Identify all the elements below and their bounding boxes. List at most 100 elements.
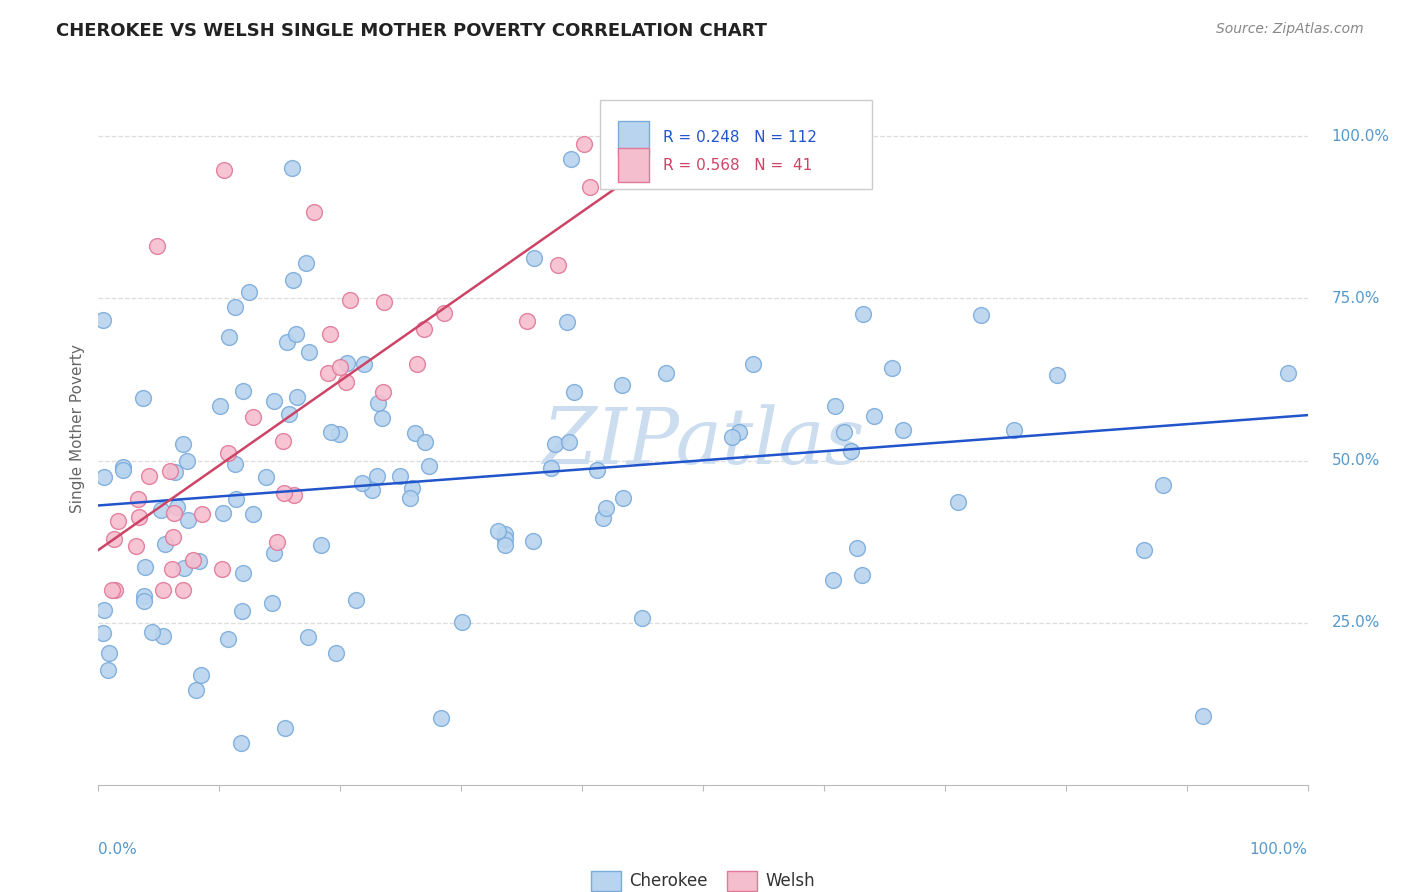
- Point: [104, 583, 127, 598]
- Point: [231, 736, 253, 750]
- Point: [284, 327, 307, 342]
- Point: [149, 502, 172, 516]
- Point: [486, 524, 509, 538]
- Text: 75.0%: 75.0%: [1331, 291, 1381, 306]
- Point: [191, 508, 214, 522]
- Point: [946, 495, 969, 509]
- Point: [721, 429, 744, 443]
- Point: [153, 537, 176, 551]
- Point: [325, 646, 347, 660]
- Point: [335, 376, 357, 390]
- Point: [494, 526, 516, 541]
- Text: Source: ZipAtlas.com: Source: ZipAtlas.com: [1216, 22, 1364, 37]
- Point: [177, 513, 200, 527]
- Point: [1277, 366, 1299, 380]
- Point: [612, 377, 634, 392]
- Point: [172, 583, 194, 598]
- Point: [371, 385, 394, 400]
- Text: 0.0%: 0.0%: [98, 842, 138, 857]
- Point: [278, 408, 301, 422]
- Point: [852, 307, 875, 321]
- Point: [1132, 543, 1154, 558]
- Point: [173, 561, 195, 575]
- Point: [592, 510, 614, 524]
- Point: [406, 357, 429, 371]
- Point: [295, 256, 318, 270]
- Point: [273, 486, 295, 500]
- Point: [336, 356, 359, 370]
- Point: [846, 541, 869, 555]
- Point: [274, 721, 297, 735]
- Point: [572, 136, 595, 151]
- Point: [263, 546, 285, 560]
- Point: [891, 423, 914, 437]
- Point: [276, 335, 298, 350]
- Point: [540, 460, 562, 475]
- Point: [297, 630, 319, 644]
- Point: [298, 345, 321, 359]
- Point: [138, 468, 160, 483]
- Point: [630, 611, 652, 625]
- Point: [218, 330, 240, 344]
- Point: [432, 306, 454, 320]
- Text: CHEROKEE VS WELSH SINGLE MOTHER POVERTY CORRELATION CHART: CHEROKEE VS WELSH SINGLE MOTHER POVERTY …: [56, 22, 768, 40]
- Point: [254, 470, 277, 484]
- Point: [353, 357, 375, 371]
- Point: [209, 399, 232, 413]
- Point: [1192, 708, 1215, 723]
- Text: 25.0%: 25.0%: [1331, 615, 1381, 631]
- Point: [494, 538, 516, 552]
- Point: [211, 562, 233, 576]
- Point: [344, 592, 367, 607]
- Point: [516, 314, 538, 328]
- Point: [262, 596, 284, 610]
- Point: [367, 395, 389, 409]
- Point: [1002, 423, 1025, 437]
- Point: [134, 594, 156, 608]
- Point: [560, 153, 582, 167]
- Point: [832, 425, 855, 439]
- Point: [328, 427, 350, 442]
- Point: [285, 391, 308, 405]
- Point: [91, 626, 114, 640]
- Point: [727, 425, 749, 440]
- Point: [741, 357, 763, 371]
- Point: [217, 632, 239, 647]
- Legend: Cherokee, Welsh: Cherokee, Welsh: [583, 864, 823, 892]
- Point: [128, 509, 150, 524]
- Point: [321, 425, 343, 439]
- Point: [401, 481, 423, 495]
- Point: [186, 682, 208, 697]
- Point: [451, 615, 474, 629]
- Point: [107, 514, 129, 528]
- Point: [225, 491, 247, 506]
- Point: [152, 629, 174, 643]
- Point: [839, 444, 862, 458]
- Point: [880, 360, 903, 375]
- Point: [128, 491, 150, 506]
- Point: [242, 410, 264, 425]
- Point: [821, 574, 844, 588]
- Point: [263, 394, 285, 409]
- Point: [97, 646, 120, 660]
- Point: [190, 668, 212, 682]
- Point: [824, 399, 846, 413]
- Point: [163, 506, 186, 520]
- Point: [93, 470, 115, 484]
- Point: [97, 663, 120, 677]
- Point: [212, 163, 235, 178]
- Point: [413, 435, 436, 450]
- Text: ZIPatlas: ZIPatlas: [541, 404, 865, 481]
- Point: [558, 435, 581, 450]
- Point: [863, 409, 886, 424]
- Point: [1152, 478, 1174, 492]
- Point: [339, 293, 361, 308]
- Point: [612, 491, 634, 505]
- Point: [366, 469, 388, 483]
- Point: [352, 475, 374, 490]
- Point: [224, 300, 246, 314]
- FancyBboxPatch shape: [619, 148, 648, 182]
- Point: [373, 294, 395, 309]
- Point: [131, 391, 153, 405]
- Point: [152, 583, 174, 598]
